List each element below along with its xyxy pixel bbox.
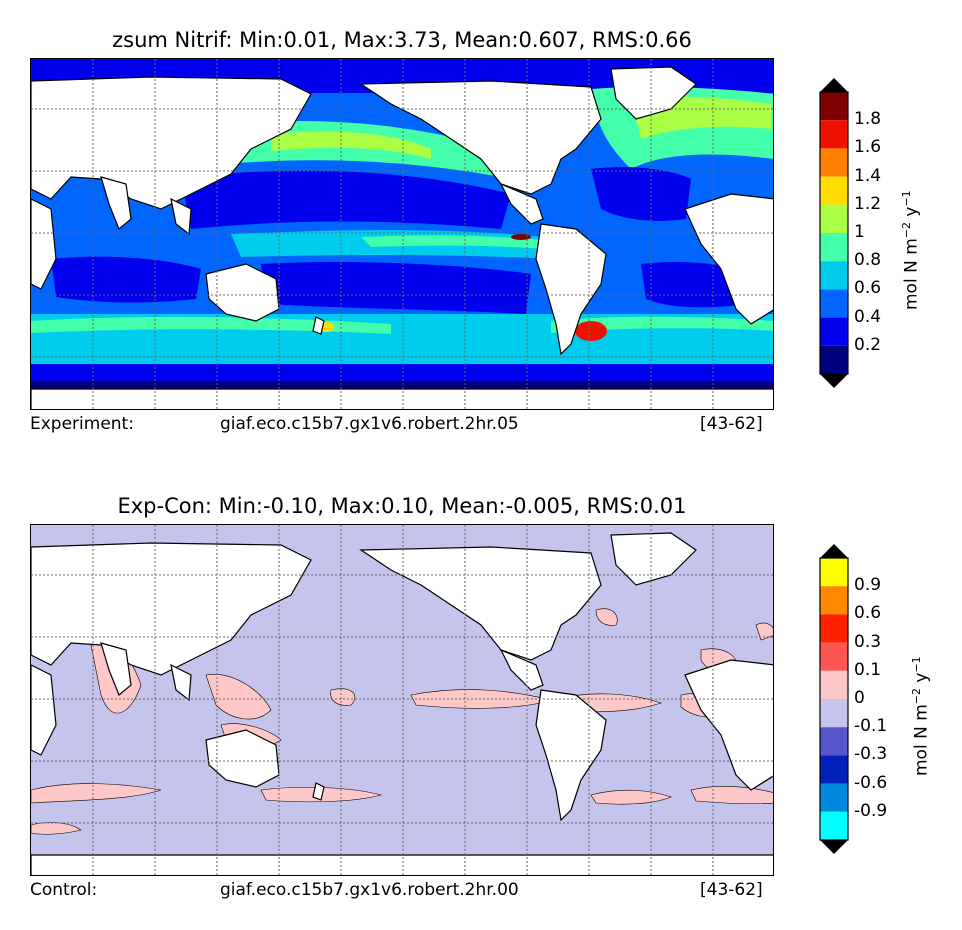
panel1-unit-exp1: −2 bbox=[900, 222, 913, 239]
panel2-map bbox=[30, 524, 774, 876]
panel2-colorbar bbox=[819, 544, 849, 854]
panel1-title: zsum Nitrif: Min:0.01, Max:3.73, Mean:0.… bbox=[112, 28, 692, 52]
panel2-colorbar-unit: mol N m−2 y−1 bbox=[910, 656, 932, 776]
panel2-footer-label: Control: bbox=[30, 880, 98, 900]
panel1-eq-green bbox=[361, 235, 551, 249]
colorbar-tick-label: -0.6 bbox=[854, 772, 888, 793]
colorbar-cell bbox=[820, 289, 848, 318]
colorbar-cell bbox=[820, 699, 848, 728]
colorbar-cell bbox=[820, 148, 848, 177]
colorbar-tick-label: 0 bbox=[854, 688, 865, 708]
panel1-colorbar-extend-bottom bbox=[820, 374, 848, 388]
colorbar-tick-label: 1.2 bbox=[854, 193, 882, 214]
colorbar-cell bbox=[820, 92, 848, 121]
panel1-npac-green bbox=[271, 131, 431, 159]
colorbar-cell bbox=[820, 176, 848, 205]
colorbar-cell bbox=[820, 727, 848, 756]
panel1-unit-prefix: mol N m bbox=[901, 238, 922, 310]
colorbar-tick-label: -0.9 bbox=[854, 800, 888, 821]
panel2-map-svg bbox=[31, 525, 773, 875]
panel2-unit-exp1: −2 bbox=[910, 688, 923, 705]
colorbar-cell bbox=[820, 642, 848, 671]
panel1-unit-mid: y bbox=[901, 206, 922, 222]
panel1-so-green bbox=[31, 317, 391, 334]
colorbar-tick-label: 0.9 bbox=[854, 575, 882, 596]
panel1-grid bbox=[31, 59, 773, 409]
panel1-colorbar-unit: mol N m−2 y−1 bbox=[900, 190, 922, 310]
panel2-colorbar-extend-bottom bbox=[820, 840, 848, 854]
colorbar-cell bbox=[820, 261, 848, 290]
panel1-spac-gyre bbox=[261, 262, 531, 314]
panel2-grid bbox=[31, 525, 773, 875]
panel2-footer-years: [43-62] bbox=[700, 880, 763, 900]
colorbar-tick-label: 0.8 bbox=[854, 250, 882, 271]
panel2-unit-mid: y bbox=[911, 672, 932, 688]
colorbar-cell bbox=[820, 204, 848, 233]
panel2-colorbar-cells bbox=[820, 558, 848, 840]
colorbar-cell bbox=[820, 670, 848, 699]
panel1-footer-case: giaf.eco.c15b7.gx1v6.robert.2hr.05 bbox=[220, 414, 519, 434]
colorbar-tick-label: 1 bbox=[854, 222, 865, 242]
colorbar-tick-label: 1.4 bbox=[854, 165, 882, 186]
panel1-hotspot-patagonia bbox=[575, 321, 607, 341]
panel1-ind-gyre bbox=[51, 256, 201, 303]
panel1-colorbar-extend-top bbox=[820, 78, 848, 92]
panel1-footer-label: Experiment: bbox=[30, 414, 134, 434]
colorbar-cell bbox=[820, 345, 848, 374]
colorbar-cell bbox=[820, 317, 848, 346]
colorbar-tick-label: 0.3 bbox=[854, 631, 882, 652]
colorbar-tick-label: -0.3 bbox=[854, 744, 888, 765]
colorbar-tick-label: 0.1 bbox=[854, 659, 882, 680]
colorbar-tick-label: 0.6 bbox=[854, 603, 882, 624]
panel1-footer-years: [43-62] bbox=[700, 414, 763, 434]
colorbar-cell bbox=[820, 586, 848, 615]
panel1-map bbox=[30, 58, 774, 410]
panel1-unit-exp2: −1 bbox=[900, 190, 913, 207]
colorbar-tick-label: 0.6 bbox=[854, 278, 882, 299]
panel2-footer-case: giaf.eco.c15b7.gx1v6.robert.2hr.00 bbox=[220, 880, 519, 900]
panel1-hotspot-eq bbox=[511, 234, 531, 240]
colorbar-tick-label: 1.8 bbox=[854, 109, 882, 130]
colorbar-tick-label: 1.6 bbox=[854, 137, 882, 158]
colorbar-tick-label: 0.4 bbox=[854, 306, 882, 327]
panel1-map-svg bbox=[31, 59, 773, 409]
panel2-title: Exp-Con: Min:-0.10, Max:0.10, Mean:-0.00… bbox=[117, 494, 687, 518]
colorbar-cell bbox=[820, 614, 848, 643]
panel1-colorbar bbox=[819, 78, 849, 388]
panel1-natl-gyre bbox=[591, 167, 691, 221]
panel1-npac-gyre bbox=[181, 170, 511, 229]
panel1-colorbar-cells bbox=[820, 92, 848, 374]
panel2-unit-exp2: −1 bbox=[910, 656, 923, 673]
panel2-unit-prefix: mol N m bbox=[911, 704, 932, 776]
colorbar-tick-label: -0.1 bbox=[854, 716, 888, 737]
colorbar-cell bbox=[820, 233, 848, 262]
colorbar-cell bbox=[820, 558, 848, 587]
colorbar-cell bbox=[820, 120, 848, 149]
panel2-colorbar-extend-top bbox=[820, 544, 848, 558]
colorbar-cell bbox=[820, 811, 848, 840]
colorbar-cell bbox=[820, 783, 848, 812]
colorbar-tick-label: 0.2 bbox=[854, 334, 882, 355]
colorbar-cell bbox=[820, 755, 848, 784]
